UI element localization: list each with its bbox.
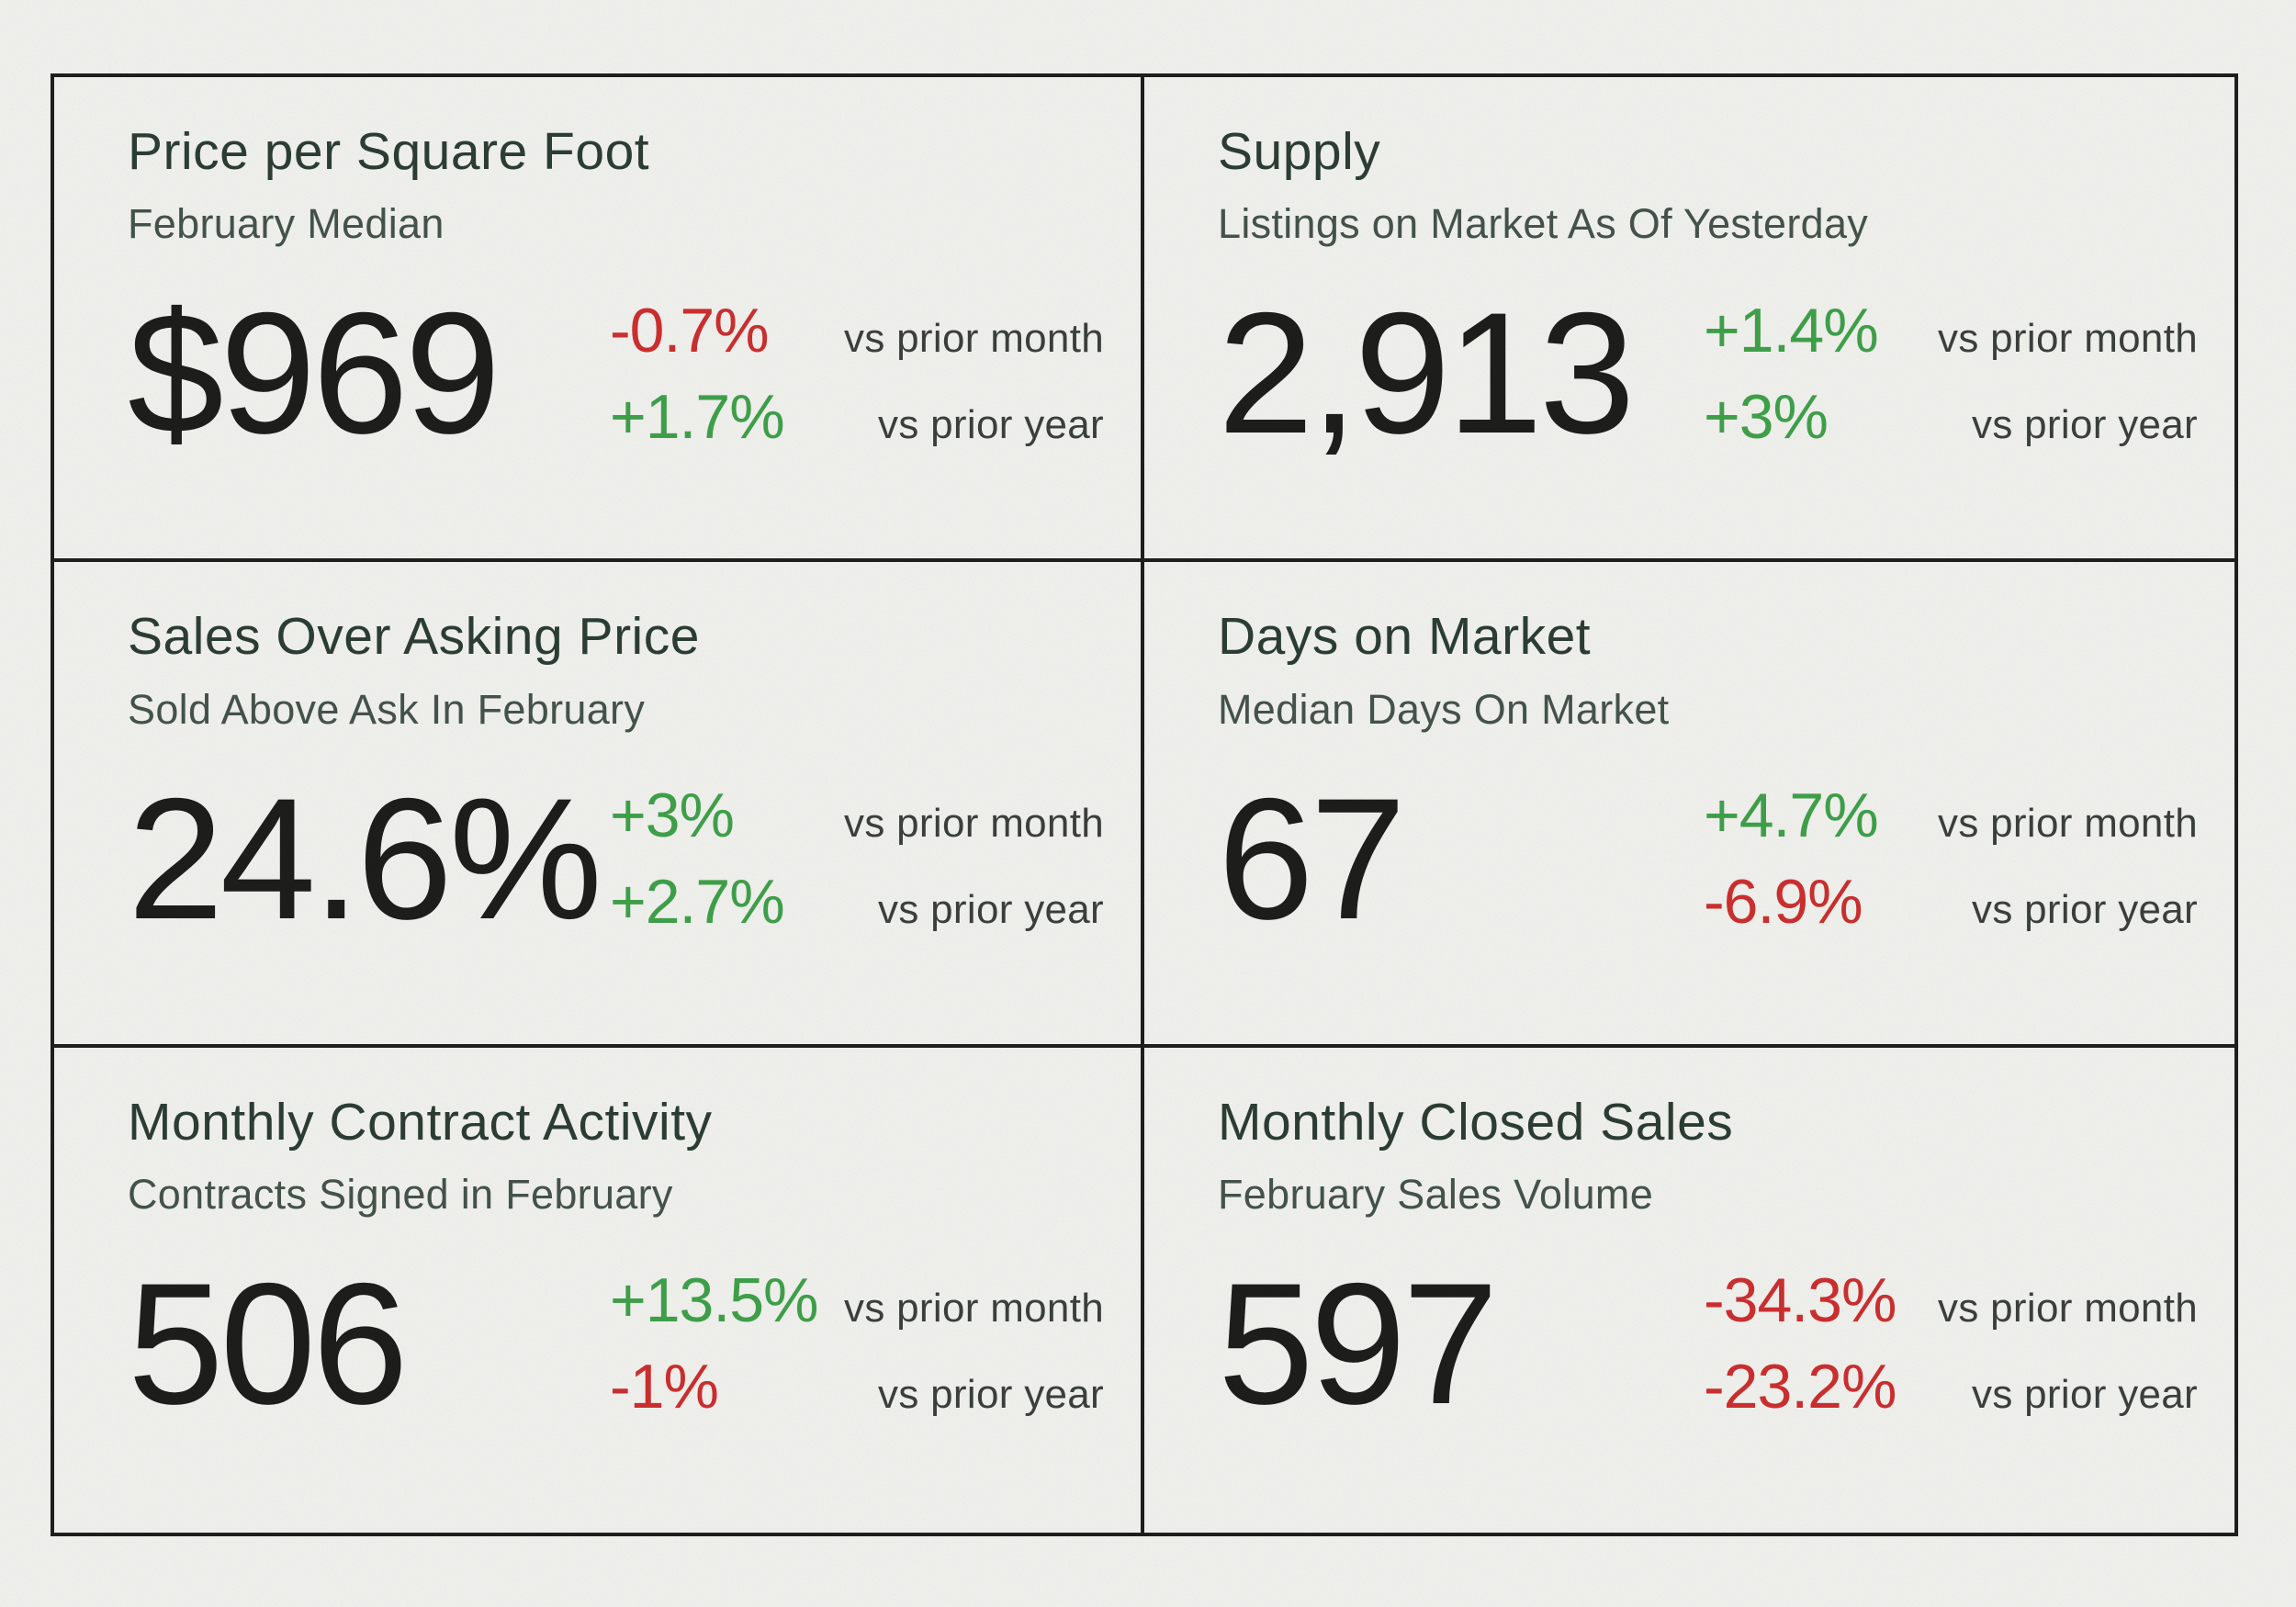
change-label: vs prior month [1938, 1286, 2198, 1332]
stat-card-supply: Supply Listings on Market As Of Yesterda… [1144, 77, 2234, 563]
stat-card-price-per-square-foot: Price per Square Foot February Median $9… [54, 77, 1144, 563]
change-vs-prior-year: -1% vs prior year [610, 1355, 1104, 1418]
change-label: vs prior year [878, 1372, 1104, 1418]
stat-card-sales-over-asking-price: Sales Over Asking Price Sold Above Ask I… [54, 562, 1144, 1048]
change-vs-prior-year: +3% vs prior year [1704, 386, 2198, 448]
metric-changes: -34.3% vs prior month -23.2% vs prior ye… [1704, 1269, 2198, 1418]
metric-value: $969 [128, 276, 501, 470]
metric-changes: +3% vs prior month +2.7% vs prior year [610, 784, 1104, 933]
change-label: vs prior year [1972, 886, 2198, 932]
card-subtitle: Sold Above Ask In February [128, 685, 646, 733]
metric-value: 597 [1218, 1246, 1499, 1440]
change-label: vs prior month [1938, 800, 2198, 846]
stat-card-monthly-contract-activity: Monthly Contract Activity Contracts Sign… [54, 1047, 1144, 1533]
metric-changes: +1.4% vs prior month +3% vs prior year [1704, 299, 2198, 448]
change-value: +3% [1704, 381, 1829, 452]
card-title: Monthly Contract Activity [128, 1092, 713, 1152]
card-title: Sales Over Asking Price [128, 607, 700, 667]
card-stat: 2,913 +1.4% vs prior month +3% vs prior … [1218, 276, 2198, 470]
metric-changes: -0.7% vs prior month +1.7% vs prior year [610, 299, 1104, 448]
change-label: vs prior year [1972, 1372, 2198, 1418]
change-vs-prior-month: -34.3% vs prior month [1704, 1269, 2198, 1332]
stat-card-days-on-market: Days on Market Median Days On Market 67 … [1144, 562, 2234, 1048]
card-title: Days on Market [1218, 607, 1592, 667]
card-subtitle: Median Days On Market [1218, 685, 1670, 733]
change-value: +4.7% [1704, 780, 1879, 850]
change-label: vs prior year [878, 401, 1104, 447]
change-label: vs prior month [844, 800, 1104, 846]
metrics-grid: Price per Square Foot February Median $9… [51, 73, 2238, 1536]
card-stat: 67 +4.7% vs prior month -6.9% vs prior y… [1218, 761, 2198, 955]
change-label: vs prior year [878, 886, 1104, 932]
change-value: +1.7% [610, 381, 785, 452]
change-value: +2.7% [610, 866, 785, 937]
card-subtitle: February Sales Volume [1218, 1170, 1654, 1218]
change-label: vs prior month [844, 315, 1104, 361]
change-vs-prior-year: -6.9% vs prior year [1704, 871, 2198, 933]
card-stat: 506 +13.5% vs prior month -1% vs prior y… [128, 1246, 1104, 1440]
change-label: vs prior month [844, 1286, 1104, 1332]
change-value: -34.3% [1704, 1265, 1896, 1336]
change-value: -1% [610, 1352, 719, 1422]
change-vs-prior-year: +1.7% vs prior year [610, 386, 1104, 448]
change-value: +13.5% [610, 1265, 819, 1336]
card-title: Price per Square Foot [128, 122, 650, 181]
change-value: +1.4% [1704, 295, 1879, 365]
metric-changes: +4.7% vs prior month -6.9% vs prior year [1704, 784, 2198, 933]
metric-value: 67 [1218, 761, 1406, 955]
metric-changes: +13.5% vs prior month -1% vs prior year [610, 1269, 1104, 1418]
change-value: -6.9% [1704, 866, 1863, 937]
change-vs-prior-month: +3% vs prior month [610, 784, 1104, 847]
change-vs-prior-year: -23.2% vs prior year [1704, 1355, 2198, 1418]
metric-value: 2,913 [1218, 276, 1635, 470]
card-title: Monthly Closed Sales [1218, 1092, 1734, 1152]
change-value: -23.2% [1704, 1352, 1896, 1422]
card-subtitle: Contracts Signed in February [128, 1170, 673, 1218]
change-vs-prior-month: +13.5% vs prior month [610, 1269, 1104, 1332]
card-title: Supply [1218, 122, 1381, 181]
card-subtitle: February Median [128, 200, 445, 248]
change-vs-prior-month: -0.7% vs prior month [610, 299, 1104, 362]
card-subtitle: Listings on Market As Of Yesterday [1218, 200, 1869, 248]
metric-value: 506 [128, 1246, 409, 1440]
change-vs-prior-year: +2.7% vs prior year [610, 871, 1104, 933]
change-value: +3% [610, 780, 735, 850]
card-stat: 597 -34.3% vs prior month -23.2% vs prio… [1218, 1246, 2198, 1440]
change-label: vs prior month [1938, 315, 2198, 361]
card-stat: $969 -0.7% vs prior month +1.7% vs prior… [128, 276, 1104, 470]
card-stat: 24.6% +3% vs prior month +2.7% vs prior … [128, 761, 1104, 955]
change-vs-prior-month: +1.4% vs prior month [1704, 299, 2198, 362]
change-vs-prior-month: +4.7% vs prior month [1704, 784, 2198, 847]
stat-card-monthly-closed-sales: Monthly Closed Sales February Sales Volu… [1144, 1048, 2234, 1533]
metric-value: 24.6% [128, 761, 602, 955]
change-label: vs prior year [1972, 401, 2198, 447]
change-value: -0.7% [610, 295, 770, 365]
